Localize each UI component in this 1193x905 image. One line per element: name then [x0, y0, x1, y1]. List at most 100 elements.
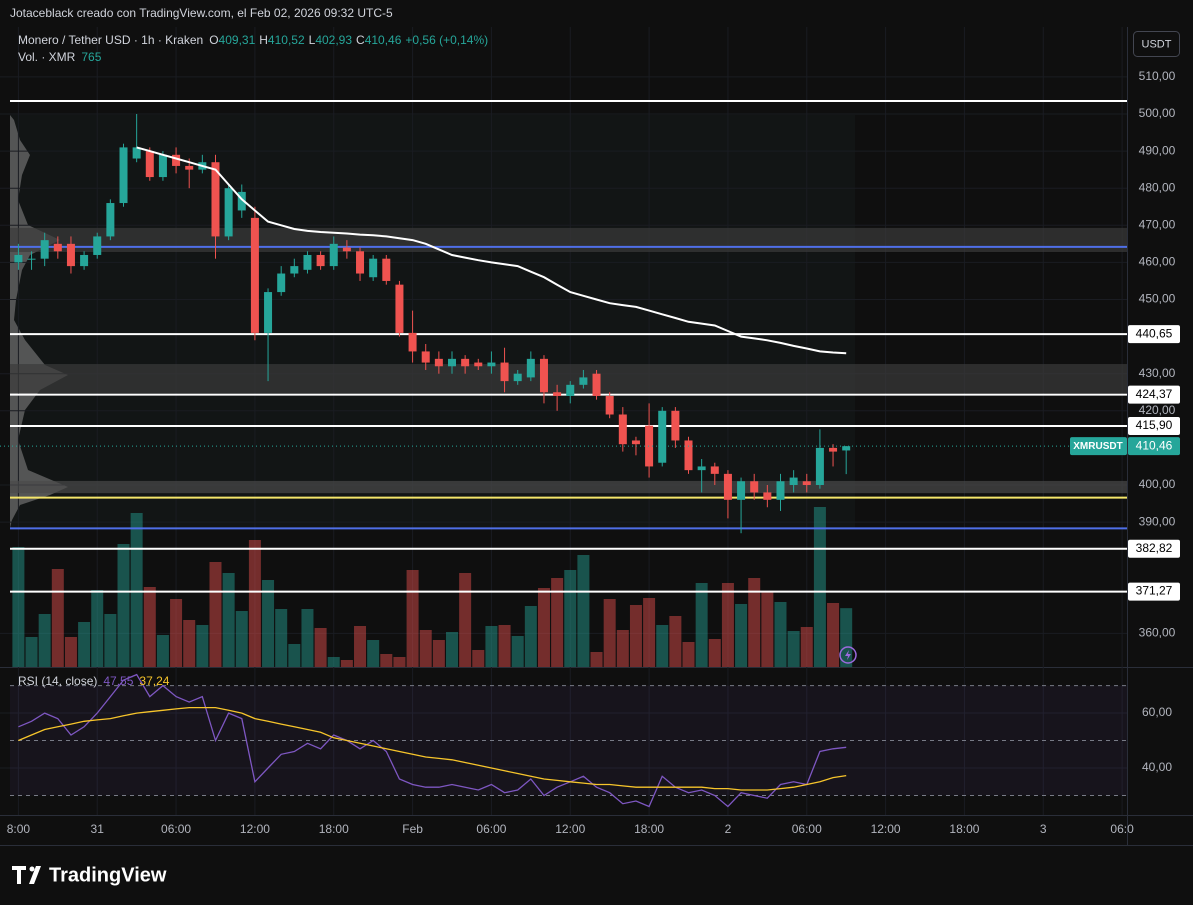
- x-tick-label: 18:00: [319, 822, 349, 836]
- volume-bar: [38, 614, 51, 667]
- volume-bar: [721, 583, 734, 667]
- candle-body: [789, 477, 798, 485]
- volume-bar: [813, 507, 826, 667]
- level-label-box: [1128, 385, 1180, 404]
- candle-body: [592, 373, 601, 396]
- x-tick-label: 8:00: [7, 822, 31, 836]
- volume-bar: [564, 570, 577, 667]
- volume-bar: [616, 630, 629, 667]
- level-label-box: [1128, 582, 1180, 601]
- candle-body: [342, 247, 351, 252]
- volume-bar: [695, 583, 708, 667]
- candle-body: [277, 273, 286, 293]
- candle-body: [461, 358, 470, 367]
- candle-body: [329, 243, 338, 267]
- volume-bar: [446, 632, 458, 667]
- candle-body: [211, 162, 220, 237]
- volume-bar: [12, 547, 25, 667]
- candle-body: [53, 243, 62, 252]
- alert-bolt: [845, 650, 851, 660]
- y-tick-label: 420,00: [1139, 403, 1176, 417]
- volume-bar: [603, 599, 616, 667]
- average-line: [136, 146, 847, 355]
- candle-body: [539, 358, 548, 393]
- candle-body: [172, 154, 181, 166]
- range-highlight: [10, 115, 855, 528]
- volume-bar: [367, 640, 380, 667]
- volume-bar: [748, 578, 761, 667]
- candle-body: [93, 236, 102, 255]
- attribution: Jotaceblack creado con TradingView.com, …: [10, 6, 393, 20]
- volume-bar: [156, 635, 169, 667]
- candle-body: [408, 332, 417, 352]
- ohlc-change: +0,56 (+0,14%): [405, 33, 488, 47]
- volume-legend: Vol. · XMR 765: [18, 50, 102, 64]
- y-tick-label: 510,00: [1139, 69, 1176, 83]
- volume-bar: [91, 590, 104, 667]
- volume-bar: [130, 513, 143, 667]
- candle-body: [553, 392, 562, 396]
- volume-bar: [104, 614, 117, 667]
- candle-body: [250, 217, 259, 333]
- candle-body: [145, 151, 154, 178]
- volume-bar: [78, 622, 91, 667]
- x-tick-label: 06:0: [1110, 822, 1134, 836]
- level-label-box: [1128, 539, 1180, 558]
- candle-body: [829, 447, 838, 452]
- volume-bar: [340, 660, 353, 667]
- price-label: 410,46: [1136, 438, 1173, 452]
- symbol: Monero / Tether USD · 1h · Kraken: [18, 33, 203, 47]
- x-tick-label: 18:00: [949, 822, 979, 836]
- currency-label[interactable]: USDT: [1142, 38, 1172, 50]
- volume-bar: [209, 562, 222, 667]
- candle-body: [356, 251, 365, 274]
- candle-body: [66, 243, 75, 267]
- volume-bar: [25, 637, 38, 667]
- volume-bar: [419, 630, 432, 667]
- candle-body: [697, 466, 706, 471]
- candle-body: [434, 358, 443, 367]
- candle-body: [80, 254, 89, 267]
- candle-body: [106, 203, 115, 237]
- symbol-label: XMRUSDT: [1073, 441, 1122, 452]
- x-tick-label: 06:00: [476, 822, 506, 836]
- rsi-value: 37,24: [139, 674, 169, 688]
- candle-body: [264, 292, 273, 333]
- rsi-pane: [10, 673, 1127, 808]
- logo-dot: [29, 866, 35, 872]
- candle-body: [119, 147, 128, 204]
- y-tick-label: 500,00: [1139, 106, 1176, 120]
- volume-bar: [301, 609, 314, 667]
- level-label: 382,82: [1136, 541, 1173, 555]
- zone: [10, 480, 1127, 494]
- candle-body: [158, 154, 167, 178]
- candle-body: [14, 254, 23, 263]
- volume-bar: [787, 631, 800, 667]
- y-tick-label: 480,00: [1139, 180, 1176, 194]
- volume-bar: [262, 580, 275, 667]
- currency-button[interactable]: [1133, 31, 1180, 57]
- volume-bar: [459, 573, 472, 667]
- volume-bar: [485, 626, 498, 667]
- legend: Monero / Tether USD · 1h · Kraken O409,31…: [18, 33, 488, 47]
- alert-icon[interactable]: [839, 646, 857, 664]
- volume-bar: [577, 555, 590, 667]
- candle-body: [487, 362, 496, 367]
- volume-bar: [761, 591, 774, 667]
- volume-bar: [314, 628, 327, 667]
- zone: [10, 227, 1127, 253]
- logo-text: TradingView: [49, 864, 167, 886]
- volume-bar: [354, 626, 367, 667]
- logo-icon: [12, 866, 41, 884]
- axes: 8:00 31 06:00 12:00 18:00 Feb 06:00 12:00 18:00 2…: [7, 69, 1180, 836]
- candle-body: [842, 446, 851, 451]
- volume-bar: [472, 650, 485, 667]
- x-tick-label: 12:00: [555, 822, 585, 836]
- volume-bar: [117, 544, 130, 667]
- level-label: 415,90: [1136, 418, 1173, 432]
- volume-bar: [406, 570, 419, 667]
- ohlc-key: O: [209, 33, 218, 47]
- candle-body: [448, 358, 456, 367]
- candle-body: [671, 410, 680, 441]
